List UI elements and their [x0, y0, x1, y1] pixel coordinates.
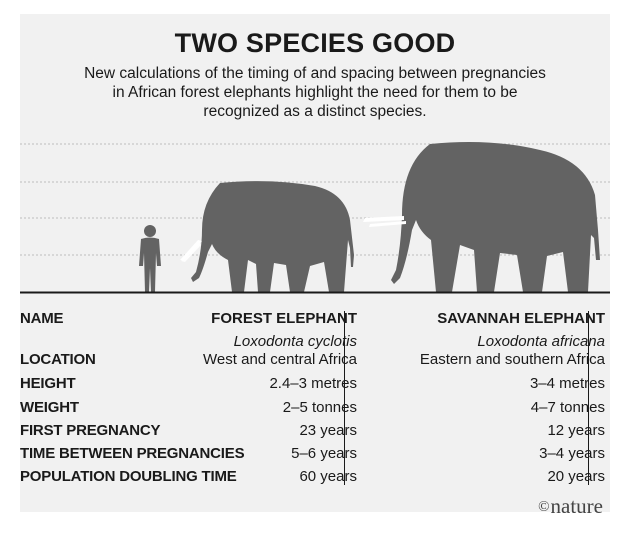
- forest-elephant-icon: [180, 181, 354, 292]
- savannah-value: 4–7 tonnes: [530, 399, 605, 416]
- row-label: FIRST PREGNANCY: [20, 422, 161, 439]
- column-divider: [588, 311, 589, 485]
- savannah-value: 20 years: [547, 468, 605, 485]
- forest-latin-name: Loxodonta cyclotis: [233, 333, 357, 350]
- row-label: TIME BETWEEN PREGNANCIES: [20, 445, 245, 462]
- infographic-subtitle: New calculations of the timing of and sp…: [84, 65, 546, 120]
- name-label: NAME: [20, 310, 64, 327]
- table-row: HEIGHT 2.4–3 metres 3–4 metres: [20, 375, 610, 399]
- forest-elephant-heading: FOREST ELEPHANT: [211, 310, 357, 327]
- savannah-value: Eastern and southern Africa: [419, 351, 605, 368]
- row-label: WEIGHT: [20, 399, 79, 416]
- table-row: WEIGHT 2–5 tonnes 4–7 tonnes: [20, 399, 610, 423]
- elephant-size-illustration: [20, 142, 610, 294]
- savannah-elephant-heading: SAVANNAH ELEPHANT: [437, 310, 605, 327]
- row-label: LOCATION: [20, 351, 96, 368]
- infographic-title: TWO SPECIES GOOD: [174, 28, 456, 58]
- savannah-value: 12 years: [547, 422, 605, 439]
- forest-value: West and central Africa: [203, 351, 357, 368]
- latin-name-row: Loxodonta cyclotis Loxodonta africana: [20, 333, 610, 357]
- forest-value: 2–5 tonnes: [282, 399, 357, 416]
- savannah-value: 3–4 years: [539, 445, 605, 462]
- table-row: LOCATION West and central Africa Eastern…: [20, 351, 610, 375]
- row-label: HEIGHT: [20, 375, 76, 392]
- savannah-elephant-icon: [363, 142, 600, 292]
- savannah-value: 3–4 metres: [529, 375, 605, 392]
- table-row: FIRST PREGNANCY 23 years 12 years: [20, 422, 610, 446]
- forest-value: 60 years: [299, 468, 357, 485]
- table-header-row: NAME FOREST ELEPHANT SAVANNAH ELEPHANT: [20, 310, 610, 334]
- savannah-latin-name: Loxodonta africana: [477, 333, 605, 350]
- row-label: POPULATION DOUBLING TIME: [20, 468, 237, 485]
- forest-value: 23 years: [299, 422, 357, 439]
- table-row: TIME BETWEEN PREGNANCIES 5–6 years 3–4 y…: [20, 445, 610, 469]
- forest-value: 5–6 years: [291, 445, 357, 462]
- nature-wordmark: nature: [550, 494, 603, 518]
- copyright-symbol: ©: [538, 499, 550, 515]
- human-icon: [139, 225, 161, 292]
- table-row: POPULATION DOUBLING TIME 60 years 20 yea…: [20, 468, 610, 492]
- forest-value: 2.4–3 metres: [269, 375, 357, 392]
- nature-logo: ©nature: [538, 494, 603, 519]
- column-divider: [344, 311, 345, 485]
